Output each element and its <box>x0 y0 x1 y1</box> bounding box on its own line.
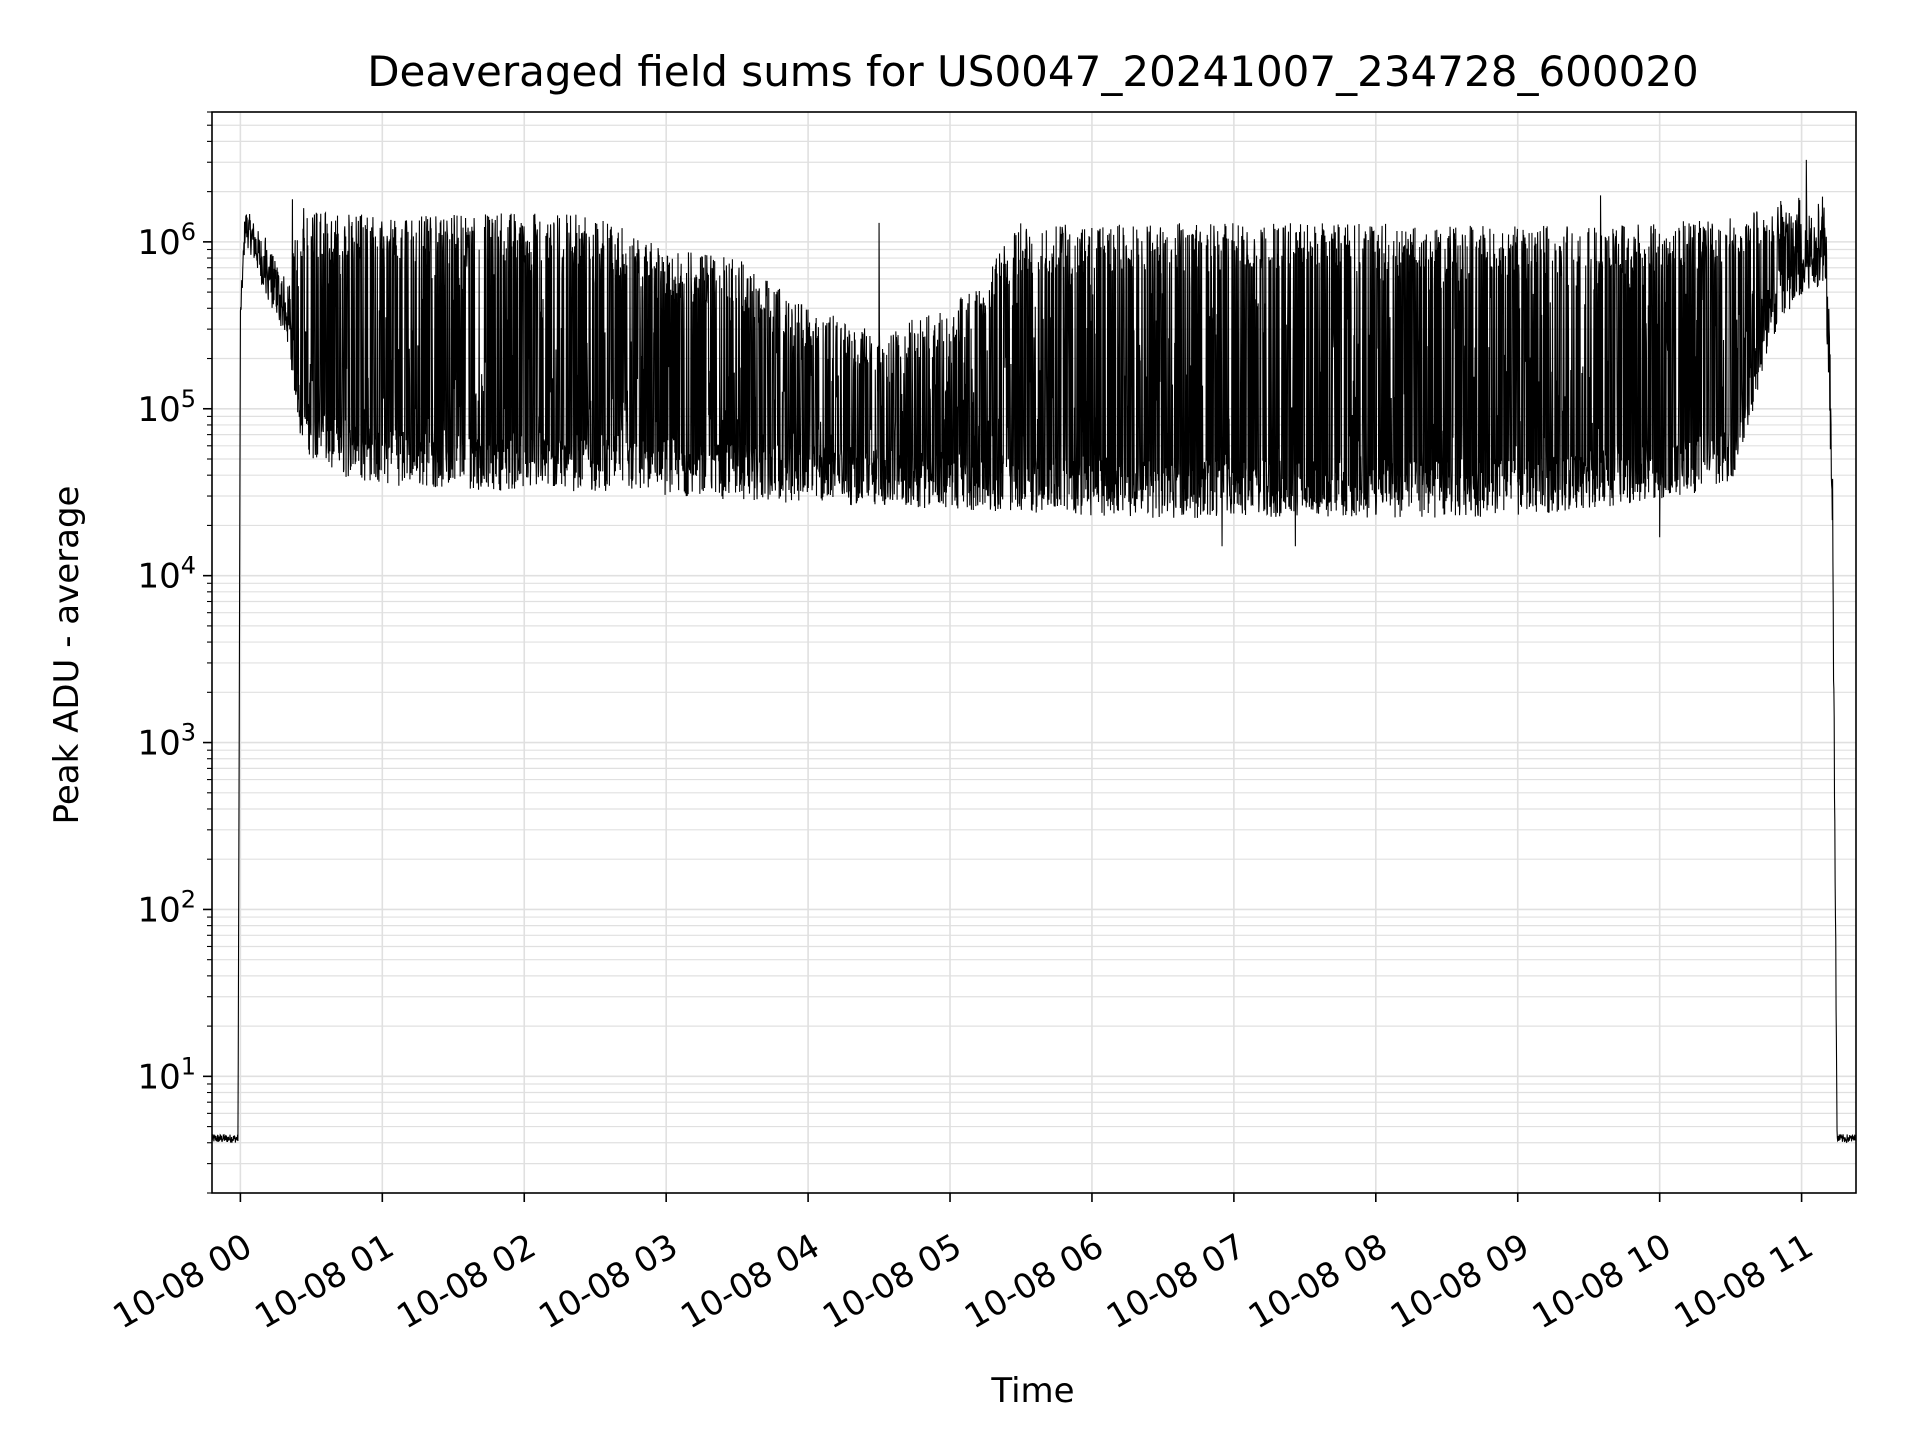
y-tick-label: 102 <box>137 885 196 930</box>
plot-data <box>211 159 1857 1144</box>
chart-title: Deaveraged field sums for US0047_2024100… <box>367 47 1699 96</box>
axes-frame <box>211 111 1857 1194</box>
y-tick-label: 101 <box>137 1052 196 1097</box>
x-axis-label: Time <box>990 1371 1074 1411</box>
y-tick-label: 105 <box>137 385 196 430</box>
y-tick-label: 104 <box>137 552 196 597</box>
y-tick-label: 106 <box>137 218 196 263</box>
series-line <box>211 159 1857 1144</box>
y-axis-label: Peak ADU - average <box>47 486 87 825</box>
y-tick-label: 103 <box>137 719 196 764</box>
